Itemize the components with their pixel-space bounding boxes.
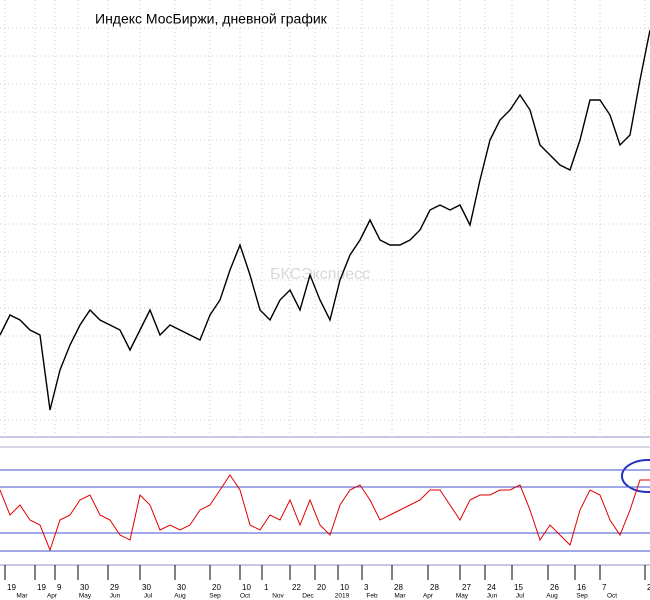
- series-line: [0, 29, 650, 411]
- x-tick-label: 20: [317, 583, 326, 592]
- x-tick-label: 30: [177, 583, 186, 592]
- month-label: Jun: [487, 593, 498, 600]
- month-label: 2019: [335, 593, 350, 600]
- month-label: Apr: [47, 593, 58, 600]
- month-label: Sep: [209, 593, 221, 600]
- month-label: Sep: [576, 593, 588, 600]
- month-label: Aug: [174, 593, 186, 600]
- x-tick-label: 27: [462, 583, 471, 592]
- x-tick-label: 29: [110, 583, 119, 592]
- month-label: Oct: [607, 593, 617, 600]
- month-label: Mar: [16, 593, 28, 600]
- x-tick-label: 1: [264, 583, 269, 592]
- x-tick-label: 19: [37, 583, 46, 592]
- x-tick-label: 10: [340, 583, 349, 592]
- x-tick-label: 20: [212, 583, 221, 592]
- series-line: [0, 474, 650, 552]
- x-tick-label: 16: [577, 583, 586, 592]
- month-label: Jul: [144, 593, 153, 600]
- x-tick-label: 19: [7, 583, 16, 592]
- x-tick-label: 3: [364, 583, 369, 592]
- x-tick-label: 28: [647, 583, 650, 592]
- month-label: Nov: [272, 593, 284, 600]
- month-label: Feb: [366, 593, 378, 600]
- month-label: Aug: [546, 593, 558, 600]
- x-tick-label: 9: [57, 583, 62, 592]
- x-tick-label: 24: [487, 583, 496, 592]
- x-tick-label: 28: [430, 583, 439, 592]
- x-tick-label: 30: [80, 583, 89, 592]
- x-tick-label: 28: [394, 583, 403, 592]
- month-label: Jun: [110, 593, 121, 600]
- x-tick-label: 7: [602, 583, 607, 592]
- month-label: Apr: [423, 593, 434, 600]
- chart-title: Индекс МосБиржи, дневной график: [95, 11, 328, 27]
- month-label: Oct: [240, 593, 250, 600]
- x-tick-label: 22: [292, 583, 301, 592]
- highlight-ellipse: [621, 459, 650, 493]
- month-label: May: [456, 593, 469, 600]
- x-tick-label: 10: [242, 583, 251, 592]
- month-label: May: [79, 593, 92, 600]
- month-label: Mar: [394, 593, 406, 600]
- month-label: Jul: [516, 593, 525, 600]
- x-tick-label: 30: [142, 583, 151, 592]
- watermark: БКСЭкспресс: [270, 266, 370, 283]
- month-label: Dec: [302, 593, 314, 600]
- x-tick-label: 26: [550, 583, 559, 592]
- x-tick-label: 15: [514, 583, 523, 592]
